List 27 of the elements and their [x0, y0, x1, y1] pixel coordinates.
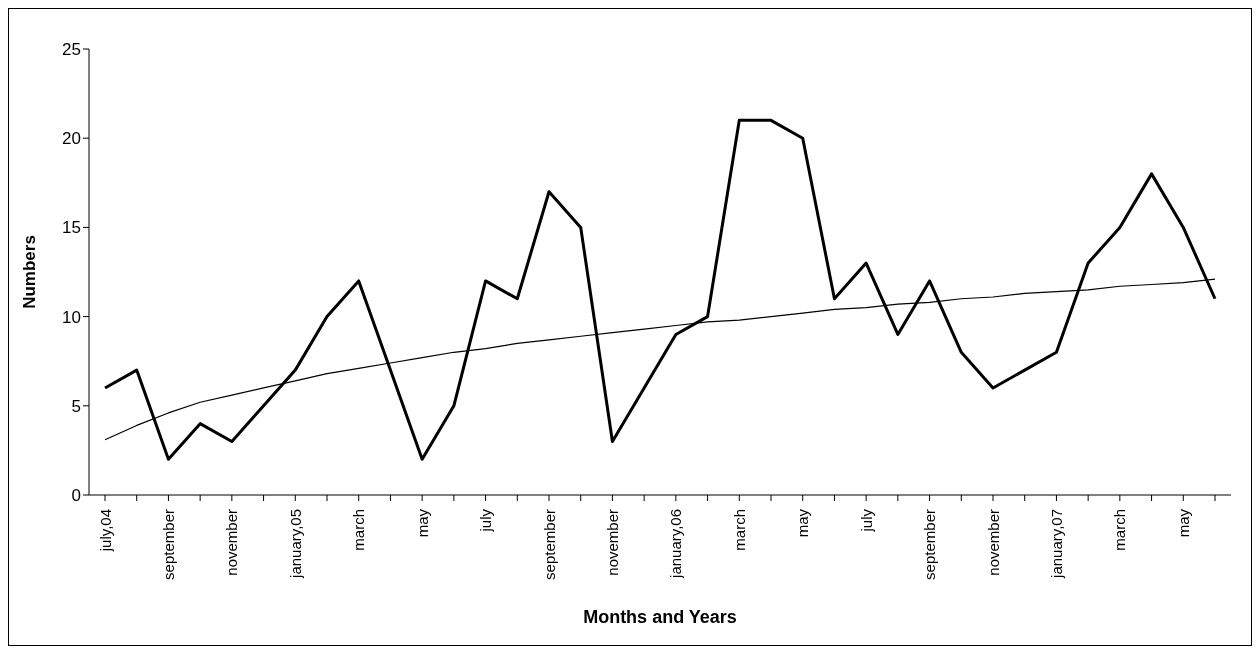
x-tick-label: march: [1111, 509, 1129, 551]
x-tick-label: september: [540, 509, 558, 580]
y-tick-label: 10: [62, 307, 81, 327]
x-tick-label: november: [223, 509, 241, 576]
x-tick-label: march: [350, 509, 368, 551]
x-tick-label: january,06: [667, 509, 685, 579]
y-tick-label: 5: [71, 396, 81, 416]
x-tick-label: march: [730, 509, 748, 551]
y-tick-label: 20: [62, 129, 81, 149]
x-tick-label: november: [984, 509, 1002, 576]
x-tick-label: july: [857, 508, 875, 533]
x-axis-title: Months and Years: [583, 607, 737, 627]
x-tick-label: november: [603, 509, 621, 576]
x-tick-label: july,04: [96, 509, 114, 553]
y-tick-label: 25: [62, 40, 81, 60]
y-axis-title: Numbers: [20, 235, 40, 309]
x-tick-label: september: [159, 509, 177, 580]
x-tick-label: may: [794, 508, 812, 538]
y-tick-label: 15: [62, 218, 81, 238]
x-tick-label: may: [1174, 508, 1192, 538]
x-tick-label: january,05: [286, 509, 304, 579]
x-tick-label: may: [413, 508, 431, 538]
x-tick-label: january,07: [1047, 509, 1065, 579]
x-tick-label: july: [477, 508, 495, 533]
x-tick-label: september: [921, 509, 939, 580]
line-series: [103, 118, 1217, 461]
y-tick-label: 0: [71, 486, 81, 506]
